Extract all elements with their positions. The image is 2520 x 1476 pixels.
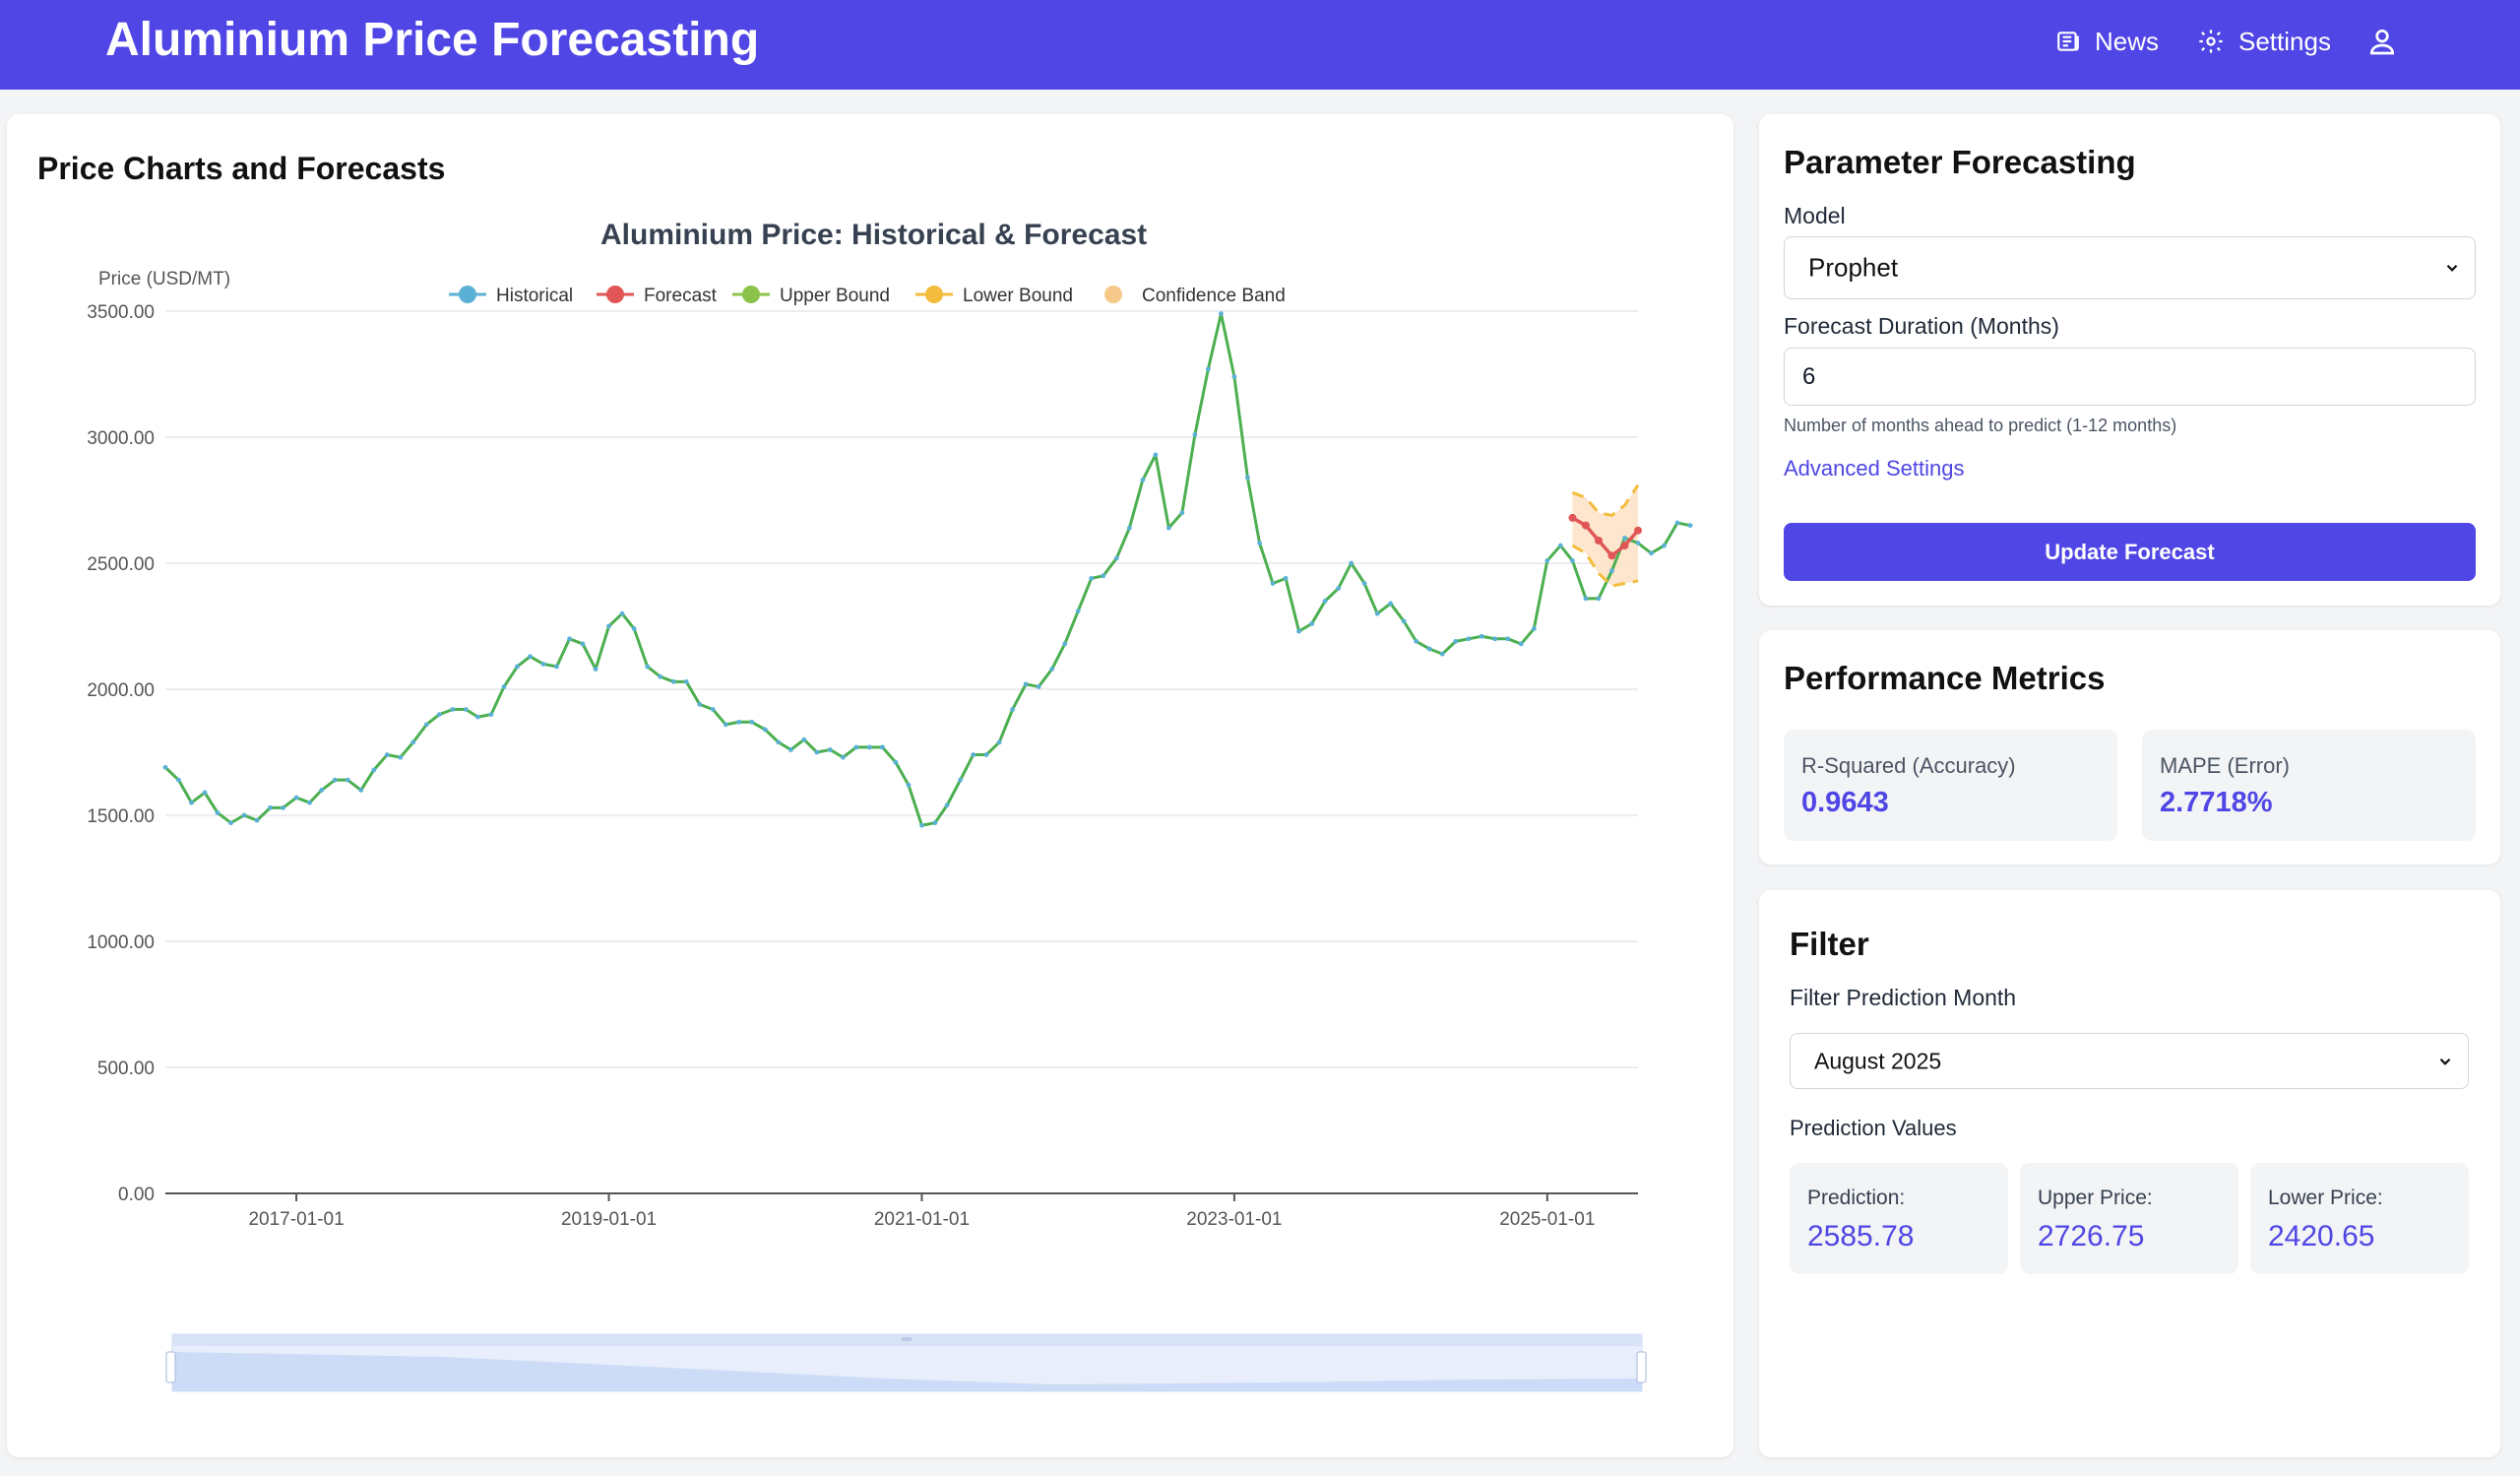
lower-price-value: 2420.65 [2268,1220,2375,1252]
prediction-values-label: Prediction Values [1790,1116,1957,1140]
prediction-label: Prediction: [1807,1187,1906,1209]
model-select-value: Prophet [1808,252,1899,283]
parameter-card: Parameter Forecasting Model Prophet Fore… [1759,114,2500,606]
r-squared-metric: R-Squared (Accuracy) 0.9643 [1784,730,2117,841]
filter-month-label: Filter Prediction Month [1790,985,2017,1010]
upper-price-value: 2726.75 [2038,1220,2145,1252]
prediction-month-value: August 2025 [1814,1048,1942,1073]
mape-label: MAPE (Error) [2160,753,2290,778]
metrics-heading: Performance Metrics [1784,660,2106,696]
range-slider-left-handle[interactable] [165,1351,176,1383]
newspaper-icon [2057,32,2079,51]
user-icon [2369,30,2395,55]
duration-hint: Number of months ahead to predict (1-12 … [1784,416,2177,435]
duration-input-value: 6 [1802,362,1816,390]
r-squared-value: 0.9643 [1801,787,1889,818]
duration-label: Forecast Duration (Months) [1784,313,2059,339]
parameter-heading: Parameter Forecasting [1784,144,2136,180]
chart-card: Price Charts and Forecasts Aluminium Pri… [7,114,1733,1457]
prediction-month-select[interactable]: August 2025 [1790,1033,2469,1089]
chart-title: Aluminium Price: Historical & Forecast [600,219,1148,251]
filter-heading: Filter [1790,926,1869,962]
update-forecast-button[interactable]: Update Forecast [1784,523,2476,581]
upper-price-box: Upper Price: 2726.75 [2020,1163,2238,1274]
lower-price-label: Lower Price: [2268,1187,2383,1209]
nav-settings-label: Settings [2238,26,2331,56]
model-select[interactable]: Prophet [1784,236,2476,299]
user-profile-button[interactable] [2366,22,2412,61]
range-slider-right-handle[interactable] [1636,1351,1647,1383]
nav-news[interactable]: News [2055,22,2159,61]
upper-price-label: Upper Price: [2038,1187,2153,1209]
gear-icon [2199,30,2223,53]
chart-section-heading: Price Charts and Forecasts [37,151,446,186]
prediction-value: 2585.78 [1807,1220,1915,1252]
range-slider-preview [172,1352,1642,1391]
mape-metric: MAPE (Error) 2.7718% [2142,730,2476,841]
prediction-value-box: Prediction: 2585.78 [1790,1163,2008,1274]
filter-card: Filter Filter Prediction Month August 20… [1759,890,2500,1457]
chevron-down-icon [2446,264,2458,272]
duration-input[interactable]: 6 [1784,348,2476,406]
nav-settings[interactable]: Settings [2197,22,2331,61]
range-slider-grip [902,1337,912,1341]
advanced-settings-link[interactable]: Advanced Settings [1784,456,1965,481]
chevron-down-icon [2439,1058,2451,1065]
nav-news-label: News [2095,26,2160,56]
model-label: Model [1784,203,1846,228]
r-squared-label: R-Squared (Accuracy) [1801,753,2016,778]
top-bar: Aluminium Price Forecasting News Setting… [0,0,2520,90]
range-slider[interactable] [165,1333,1647,1392]
lower-price-box: Lower Price: 2420.65 [2250,1163,2469,1274]
mape-value: 2.7718% [2160,787,2273,818]
app-title: Aluminium Price Forecasting [105,14,760,66]
metrics-card: Performance Metrics R-Squared (Accuracy)… [1759,630,2500,865]
